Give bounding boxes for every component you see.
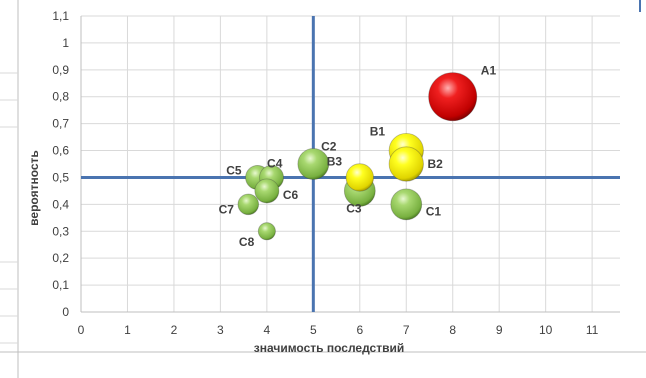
x-tick-label: 2 (171, 323, 178, 337)
y-tick-label: 0,9 (52, 63, 69, 77)
grid (81, 15, 620, 312)
bubble-c8 (257, 222, 276, 241)
bubbles (237, 72, 478, 241)
bubble-b2 (388, 146, 424, 182)
y-tick-label: 0 (62, 305, 69, 319)
x-tick-label: 9 (496, 323, 503, 337)
y-tick-label: 1 (62, 36, 69, 50)
bubble-label-c1: C1 (426, 204, 442, 218)
x-tick-label: 8 (449, 323, 456, 337)
bubble-label-c5: C5 (226, 163, 242, 177)
y-tick-label: 0,2 (52, 251, 69, 265)
x-tick-label: 4 (264, 323, 271, 337)
x-tick-label: 6 (356, 323, 363, 337)
bubble-c1 (390, 188, 423, 221)
x-tick-label: 10 (539, 323, 553, 337)
bubble-label-c3: C3 (346, 201, 362, 215)
bubble-c2 (297, 148, 330, 180)
y-axis-title: вероятность (27, 150, 41, 226)
bubble-b3 (345, 163, 374, 192)
y-tick-label: 0,1 (52, 278, 69, 292)
bubble-label-b3: B3 (327, 155, 343, 169)
x-tick-label: 0 (78, 323, 85, 337)
y-tick-label: 0,8 (52, 90, 69, 104)
bubble-label-b1: B1 (370, 124, 386, 138)
bubble-c7 (237, 193, 259, 216)
threshold-lines (81, 16, 620, 312)
x-tick-label: 7 (403, 323, 410, 337)
y-tick-label: 0,3 (52, 224, 69, 238)
x-tick-label: 11 (586, 323, 599, 337)
tick-labels: 0 1 2 3 4 5 6 7 8 9 10 11 0 0,1 0,2 0,3 0,4 0,5 0,6 0,7 0,8 0… (52, 9, 598, 337)
bubble-label-c4: C4 (267, 156, 283, 170)
x-tick-label: 3 (217, 323, 224, 337)
bubble-label-c6: C6 (283, 188, 299, 202)
x-tick-label: 5 (310, 323, 317, 337)
bubble-a1 (428, 72, 478, 122)
bubble-label-a1: A1 (481, 64, 497, 78)
axes (80, 16, 620, 313)
x-tick-label: 1 (124, 323, 131, 337)
y-tick-label: 0,7 (52, 117, 69, 131)
y-tick-label: 0,6 (52, 144, 69, 158)
bubble-label-b2: B2 (427, 157, 443, 171)
bubble-label-c8: C8 (239, 235, 255, 249)
y-tick-label: 0,4 (52, 197, 69, 211)
bubble-label-c7: C7 (219, 202, 235, 216)
bubble-c6 (254, 178, 280, 204)
y-tick-label: 1,1 (52, 9, 69, 23)
bubble-label-c2: C2 (321, 140, 337, 154)
y-tick-label: 0,5 (52, 170, 69, 184)
x-axis-title: значимость последствий (254, 341, 404, 355)
